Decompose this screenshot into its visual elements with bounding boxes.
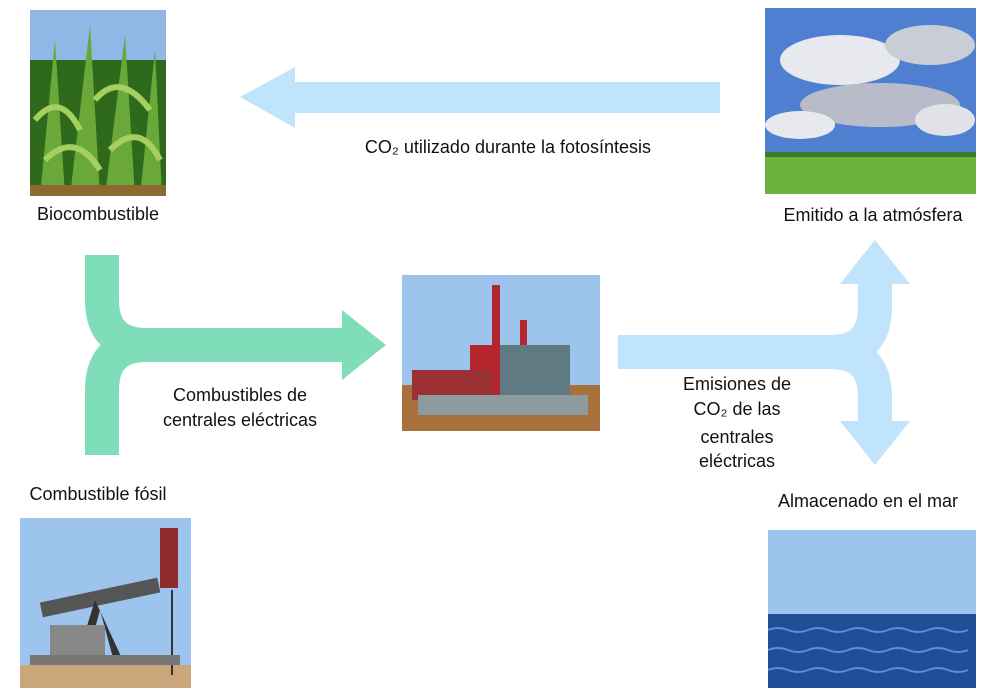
corn-image: [30, 10, 166, 196]
edge-label: eléctricas: [699, 451, 775, 471]
sky-image: [765, 8, 976, 194]
edge-label: Combustibles de: [173, 385, 307, 405]
oil-pump-image: [20, 518, 191, 688]
edge-label: centrales eléctricas: [163, 410, 317, 430]
sea-image: [768, 530, 976, 688]
node-label: Biocombustible: [37, 204, 159, 224]
edge-label: Emisiones de: [683, 374, 791, 394]
node-label: Almacenado en el mar: [778, 491, 958, 511]
edge-label: centrales: [700, 427, 773, 447]
diagram: Biocombustible Emitido a la atmósfera Co…: [0, 0, 995, 688]
arrow-photosynthesis: [240, 67, 720, 128]
node-label: Emitido a la atmósfera: [783, 205, 963, 225]
edge-label: CO₂ de las: [693, 399, 780, 419]
edge-label: CO₂ utilizado durante la fotosíntesis: [365, 137, 651, 157]
factory-image: [402, 275, 600, 431]
node-label: Combustible fósil: [29, 484, 166, 504]
